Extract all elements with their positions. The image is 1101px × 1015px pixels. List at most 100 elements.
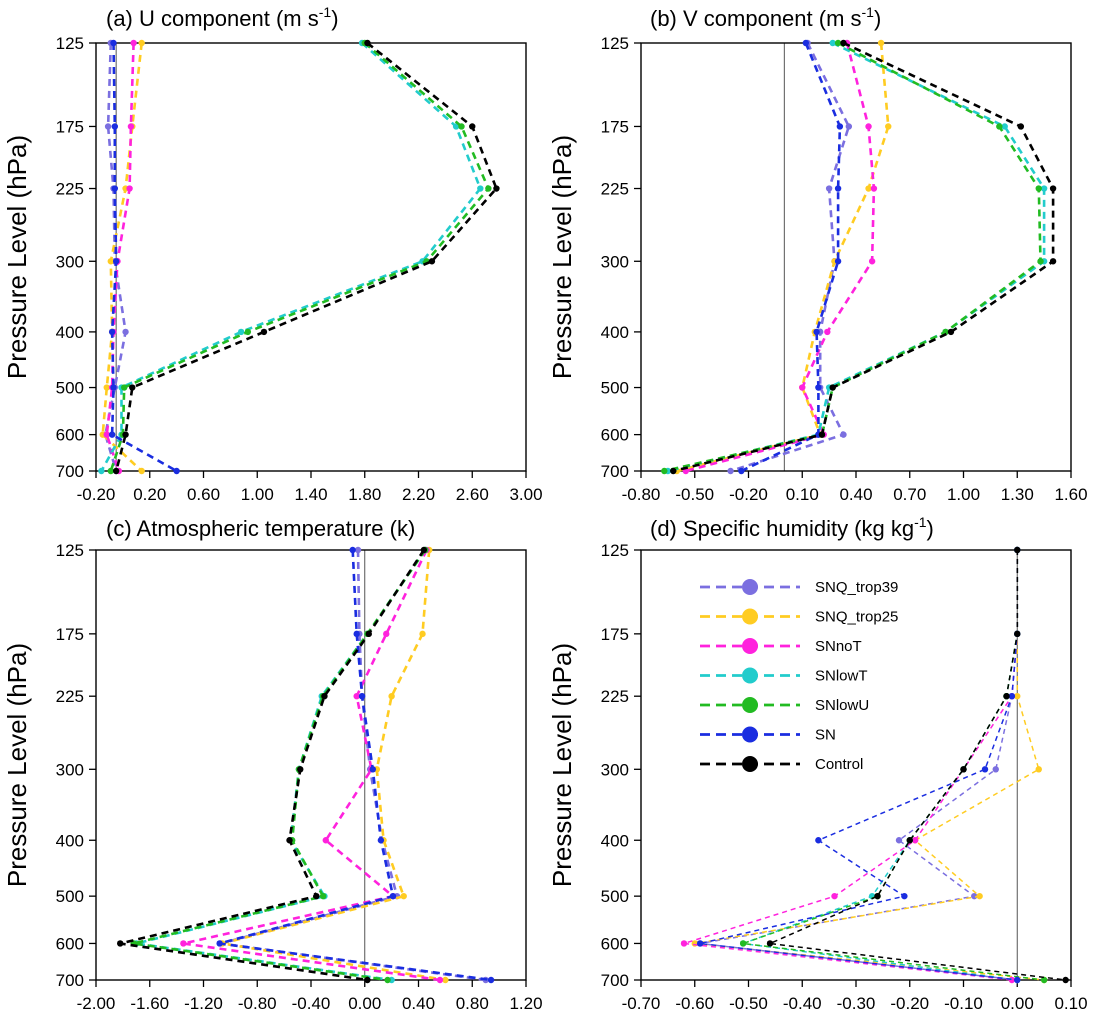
panel-c-y-tick-label: 300 [56,760,84,779]
panel-b-point-snq-trop25 [877,39,885,47]
panel-b-series-line-snlowu [664,41,1042,473]
panel-b-x-tick-label: -0.50 [675,485,714,504]
panel-b-frame [640,42,1072,472]
panel-c-point-control [420,546,428,554]
panel-b-x-tick-label: 0.10 [786,485,819,504]
panel-c-point-snnot [322,837,329,844]
panel-a-series-line-snlowt [100,42,482,472]
panel-c-y-tick-label: 500 [56,887,84,906]
panel-b-series-line-snq-trop39 [730,42,851,473]
panel-b-point-snnot [799,384,806,391]
panel-d-y-tick-label: 700 [601,971,629,990]
panel-b-series-line-snnot [685,42,876,473]
panel-c: (c) Atmospheric temperature (k) Pressure … [2,516,543,1013]
panel-d-series-line-control [767,550,1066,981]
panel-b-point-snlowt [1001,123,1008,130]
panel-c-x-tick-label: 1.20 [509,994,542,1013]
panel-b-x-tick-label: 1.00 [947,485,980,504]
legend-marker-snq-trop39 [742,579,758,595]
panel-a-point-snq-trop25 [103,384,110,391]
panel-b-point-snlowu [996,123,1003,130]
panel-a-point-snq-trop39 [104,123,112,130]
panel-c-x-tick-label: -0.80 [238,994,277,1013]
legend-marker-sn [742,726,758,743]
panel-d-point-control [960,766,967,773]
panel-a-point-control [260,328,268,336]
panel-a-x-tick-label: 1.40 [294,485,327,504]
panel-c-point-snnot [353,693,360,700]
panel-a-point-control [112,467,120,475]
panel-d-y-tick-label: 225 [601,687,629,706]
panel-b-point-snlowt [829,39,836,47]
panel-b-x-tick-label: 0.40 [839,485,872,504]
panel-d-y-tick-label: 125 [601,541,629,560]
panel-c-point-sn [353,630,360,638]
legend-marker-snnot [742,638,758,654]
panel-b-point-control [818,431,826,438]
panel-a-series-line-sn [110,42,178,473]
panel-c-point-sn [369,766,377,773]
panel-d-x-tick-label: -0.30 [837,994,876,1013]
panel-b-x-tick-label: -0.20 [729,485,768,504]
panel-b-point-snq-trop25 [885,123,892,130]
panel-b-x-tick-label: -0.80 [622,485,661,504]
panel-a-x-tick-label: 1.00 [241,485,274,504]
panel-a: (a) U component (m s-1) Pressure Level (h… [2,4,543,504]
panel-c-series-line-snnot [183,549,441,982]
panel-c-point-snq-trop25 [388,693,395,700]
panel-d-point-sn [696,940,704,947]
panel-d: (d) Specific humidity (kg kg-1) Pressure … [547,514,1088,1013]
panel-c-y-tick-label: 400 [56,831,84,850]
panel-b-point-control [1049,185,1057,192]
panel-a-point-control [129,384,136,391]
panel-a-point-control [364,39,371,47]
panel-d-point-snq-trop39 [992,766,999,773]
panel-b-y-tick-label: 500 [601,379,629,398]
panel-c-x-tick-label: -2.00 [77,994,116,1013]
legend-marker-snlowu [742,697,758,713]
panel-b-point-snnot [865,123,872,130]
panel-b-point-control [1017,123,1025,130]
legend-label-snnot: SNnoT [815,638,862,655]
panel-b-point-control [840,39,847,47]
panel-d-point-snq-trop39 [971,892,978,900]
panel-b-point-snlowu [1035,185,1042,192]
panel-b-point-snq-trop39 [845,123,853,130]
panel-a-x-tick-label: 0.20 [133,485,166,504]
panel-d-point-sn [1014,976,1021,984]
panel-a-point-control [428,258,436,265]
panel-a-y-tick-label: 700 [56,462,84,481]
panel-d-x-tick-label: -0.50 [729,994,768,1013]
panel-c-point-sn [487,976,495,984]
panel-b-point-sn [815,384,822,391]
panel-a-point-sn [108,431,116,438]
panel-c-x-tick-label: -1.60 [130,994,169,1013]
panel-c-x-tick-label: 0.40 [402,994,435,1013]
panel-b-series-line-snq-trop25 [676,42,890,473]
panel-c-point-snnot [436,976,444,984]
legend-label-sn: SN [815,727,836,744]
panel-c-point-control [297,766,304,773]
panel-b-point-sn [738,467,745,475]
panel-c-y-tick-label: 700 [56,971,84,990]
legend-label-snlowt: SNlowT [815,668,868,685]
panel-a-point-snq-trop25 [138,467,145,475]
panel-d-series-line-snq-trop25 [694,550,1045,981]
panel-c-series-line-snq-trop39 [220,549,486,982]
panel-a-point-snq-trop25 [107,258,114,265]
legend-marker-snq-trop25 [742,608,758,625]
panel-d-x-tick-label: -0.60 [675,994,714,1013]
panel-a-x-tick-label: 2.20 [402,485,435,504]
panel-a-series-line-snlowu [109,42,490,472]
panel-a-point-snq-trop39 [122,328,129,336]
panel-b: (b) V component (m s-1) Pressure Level (h… [547,4,1088,504]
panel-c-point-snlowu [319,892,327,900]
panel-c-point-control [313,892,320,900]
panel-a-point-sn [173,467,180,475]
panel-c-point-snlowu [384,976,391,984]
panel-a-y-tick-label: 225 [56,180,84,199]
panel-a-y-tick-label: 500 [56,379,84,398]
panel-c-series-line-sn [219,549,492,982]
panel-a-point-control [493,185,500,192]
